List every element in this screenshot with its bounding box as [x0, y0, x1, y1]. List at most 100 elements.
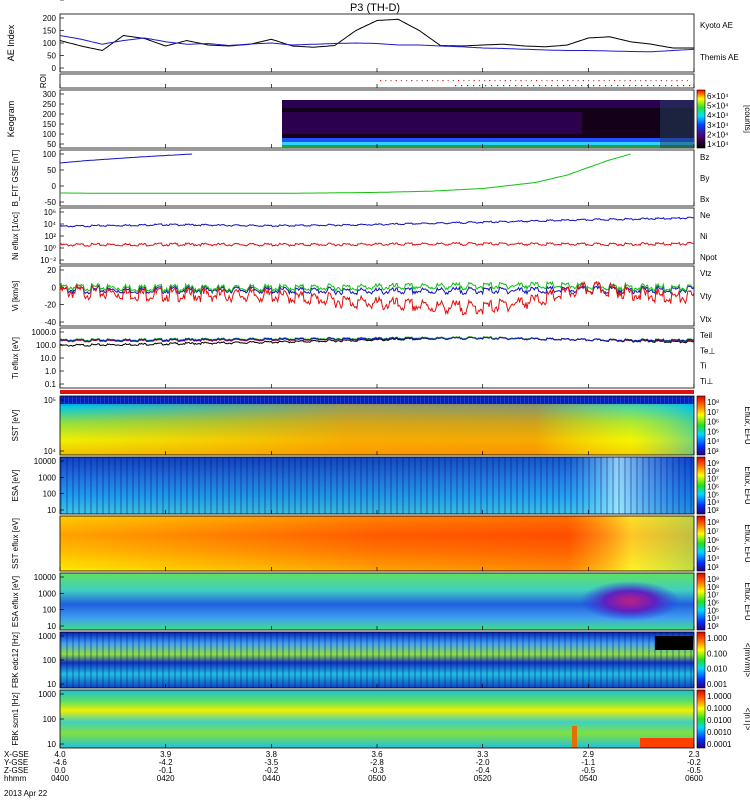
- roi-dot: [645, 80, 647, 82]
- colorbar-tick-label: 10⁹: [707, 575, 719, 584]
- roi-dot: [582, 80, 584, 82]
- roi-dot: [503, 85, 505, 87]
- y-tick-label: 100.0: [36, 341, 57, 350]
- plot-frame: [59, 149, 695, 207]
- roi-dot: [650, 80, 652, 82]
- y-tick-label: 1000: [38, 473, 56, 482]
- roi-dot: [619, 80, 621, 82]
- roi-dot: [598, 80, 600, 82]
- series-line: [59, 241, 695, 247]
- series-line: [59, 280, 695, 316]
- roi-dot: [473, 85, 475, 87]
- panel-fbk2: 1000 100 10 FBK scm1 [Hz] 1.0000 0.1000 0.0100…: [11, 689, 750, 749]
- x-tick-label: -0.1: [159, 766, 173, 775]
- spectrogram-overlay: [60, 516, 694, 571]
- colorbar-tick-label: 10⁹: [707, 459, 719, 468]
- y-tick-label: 100: [43, 606, 57, 615]
- y-tick-label: 1000.0: [32, 328, 57, 337]
- colorbar-tick-label: 0.1000: [707, 704, 732, 713]
- legend-entry: Vtz: [700, 269, 712, 278]
- roi-dot: [655, 80, 657, 82]
- roi-dot: [593, 80, 595, 82]
- roi-dot: [629, 80, 631, 82]
- colorbar-tick-label: 10⁴: [707, 498, 720, 507]
- plot-frame: [59, 265, 695, 327]
- roi-dot: [665, 85, 667, 87]
- colorbar-tick-label: 10³: [707, 447, 719, 456]
- colorbar-tick-label: 10⁵: [707, 490, 719, 499]
- colorbar-tick-label: 10⁷: [707, 475, 719, 484]
- legend-entry: Ti⊥: [700, 377, 713, 386]
- y-tick-label: 150: [43, 27, 57, 36]
- roi-dot: [546, 80, 548, 82]
- roi-dot: [671, 80, 673, 82]
- roi-dot: [421, 80, 423, 82]
- series-line: [59, 153, 193, 164]
- legend-entry: Teil: [700, 331, 712, 340]
- colorbar-unit: <|mV/m|>: [743, 643, 750, 678]
- y-tick-label: 100: [43, 715, 57, 724]
- colorbar-tick-label: 10⁴: [707, 614, 720, 623]
- y-axis-label: SST eflux [eV]: [11, 518, 20, 569]
- roi-dot: [463, 80, 465, 82]
- roi-dot: [681, 80, 683, 82]
- x-tick-label: 0400: [51, 774, 69, 783]
- roi-dot: [539, 85, 541, 87]
- legend-entry: Vtx: [700, 315, 712, 324]
- y-tick-label: 0: [52, 283, 57, 292]
- y-axis-label: Ni eflux [1/cc]: [11, 212, 20, 260]
- y-tick-label: 10²: [44, 232, 56, 241]
- colorbar-tick-label: 10⁸: [707, 398, 719, 407]
- roi-dot: [575, 85, 577, 87]
- roi-dot: [461, 85, 463, 87]
- x-tick-label: 3.3: [477, 750, 489, 759]
- y-axis-label: AE Index: [6, 24, 16, 61]
- x-tick-label: -4.2: [159, 758, 173, 767]
- roi-dot: [494, 80, 496, 82]
- x-tick-label: 0540: [579, 774, 597, 783]
- y-tick-label: 1.0: [45, 367, 57, 376]
- y-tick-label: 20: [47, 266, 56, 275]
- y-tick-label: 10⁴: [44, 447, 57, 456]
- roi-dot: [666, 80, 668, 82]
- roi-dot: [623, 85, 625, 87]
- x-tick-label: -1.1: [581, 758, 595, 767]
- keogram-band: [282, 138, 694, 142]
- roi-dot: [491, 85, 493, 87]
- roi-dot: [473, 80, 475, 82]
- colorbar: [696, 631, 706, 689]
- plot-frame: [59, 327, 695, 389]
- y-tick-label: 10⁵: [44, 0, 56, 2]
- roi-dot: [640, 80, 642, 82]
- colorbar-unit: [counts]: [743, 105, 750, 133]
- y-tick-label: 50: [47, 52, 56, 61]
- x-tick-label: -0.2: [687, 758, 701, 767]
- panel-roi: ROI: [39, 73, 695, 89]
- plot-frame: [59, 207, 695, 265]
- y-tick-label: 10⁰: [44, 244, 56, 253]
- roi-dot: [452, 80, 454, 82]
- series-line: [60, 153, 631, 194]
- y-tick-label: 150: [43, 120, 57, 129]
- y-tick-label: -20: [44, 301, 56, 310]
- colorbar-tick-label: 10⁴: [707, 437, 720, 446]
- roi-dot: [611, 85, 613, 87]
- colorbar-tick-label: 10⁵: [707, 545, 719, 554]
- roi-dot: [520, 80, 522, 82]
- x-axis-row-label: Y-GSE: [4, 758, 28, 767]
- colorbar-tick-label: 10⁷: [707, 591, 719, 600]
- colorbar-tick-label: 10⁶: [707, 599, 719, 608]
- y-tick-label: -40: [44, 318, 56, 327]
- spectrogram-fbk2: [60, 690, 694, 748]
- legend-entry: Npot: [700, 253, 718, 262]
- y-tick-label: 10: [47, 622, 56, 631]
- colorbar-tick-label: 10³: [707, 622, 719, 631]
- y-tick-label: 0.1: [45, 380, 57, 389]
- colorbar: [696, 395, 706, 456]
- y-tick-label: 1000: [38, 690, 56, 699]
- y-axis-label: ESA [eV]: [11, 469, 20, 501]
- roi-dot: [572, 80, 574, 82]
- x-tick-label: 0500: [368, 774, 386, 783]
- y-axis-label: B_FIT GSE [nT]: [11, 150, 20, 207]
